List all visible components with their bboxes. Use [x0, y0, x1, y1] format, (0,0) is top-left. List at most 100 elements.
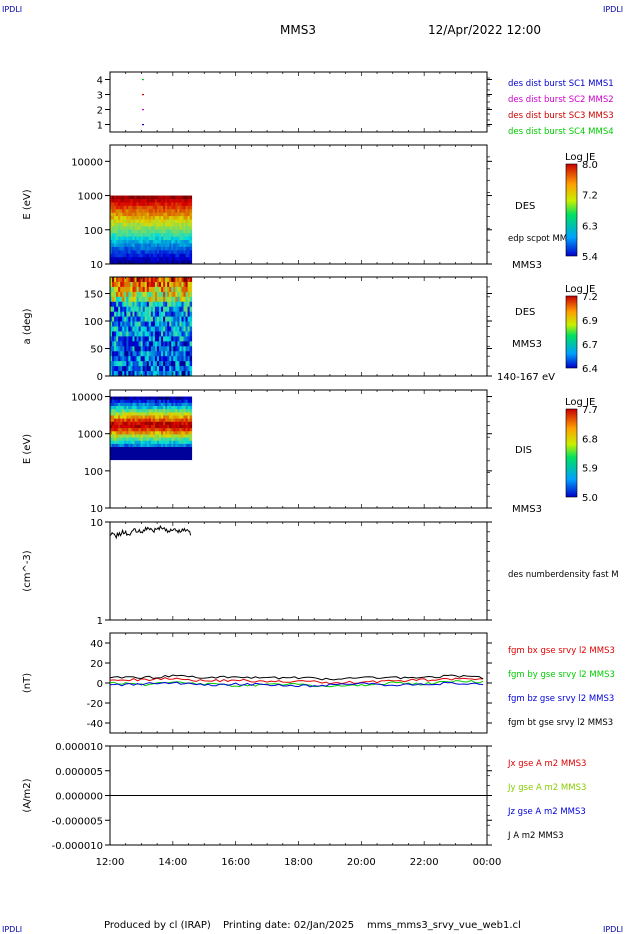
heatmap-cell [126, 212, 129, 217]
heatmap-cell [161, 253, 164, 258]
heatmap-cell [142, 277, 146, 283]
heatmap-cell [114, 229, 117, 234]
heatmap-cell [128, 366, 131, 372]
heatmap-cell [163, 219, 166, 224]
heatmap-cell [142, 296, 146, 303]
heatmap-cell [185, 418, 188, 423]
heatmap-cell [122, 412, 125, 416]
heatmap-cell [167, 421, 170, 426]
heatmap-cell [189, 219, 193, 224]
heatmap-cell [183, 346, 186, 352]
heatmap-cell [187, 412, 191, 416]
heatmap-cell [110, 212, 113, 217]
heatmap-cell [144, 296, 148, 303]
heatmap-cell [114, 428, 117, 432]
y-tick-label: 0.000005 [55, 767, 103, 778]
heatmap-cell [124, 195, 127, 200]
heatmap-cell [152, 222, 156, 227]
heatmap-cell [140, 428, 144, 432]
heatmap-cell [183, 216, 186, 220]
heatmap-cell [148, 351, 152, 357]
heatmap-cell [136, 296, 139, 303]
heatmap-cell [177, 316, 180, 322]
heatmap-cell [152, 415, 156, 420]
heatmap-cell [120, 219, 123, 224]
heatmap-cell [140, 219, 144, 224]
heatmap-cell [126, 209, 129, 214]
heatmap-cell [134, 212, 137, 217]
heatmap-cell [183, 351, 186, 357]
heatmap-cell [150, 286, 154, 293]
heatmap-cell [118, 226, 121, 231]
heatmap-cell [161, 331, 164, 337]
heatmap-cell [112, 412, 115, 416]
heatmap-cell [169, 402, 172, 407]
heatmap-cell [156, 260, 160, 265]
heatmap-cell [120, 409, 123, 413]
heatmap-cell [124, 277, 127, 283]
datetime-title: 12/Apr/2022 12:00 [428, 23, 541, 37]
heatmap-cell [146, 402, 150, 407]
heatmap-cell [120, 434, 123, 438]
heatmap-cell [159, 209, 162, 214]
heatmap-cell [144, 399, 148, 404]
heatmap-cell [173, 291, 176, 298]
colorbar-tick-label: 5.9 [582, 464, 598, 475]
heatmap-cell [134, 253, 137, 258]
heatmap-cell [124, 250, 127, 255]
heatmap-cell [134, 222, 137, 227]
heatmap-cell [112, 212, 115, 217]
heatmap-cell [112, 205, 115, 210]
heatmap-cell [175, 356, 178, 362]
heatmap-cell [156, 229, 160, 234]
heatmap-cell [173, 336, 176, 342]
heatmap-cell [112, 291, 115, 298]
heatmap-cell [134, 240, 137, 244]
y-tick-label: 40 [90, 639, 103, 650]
heatmap-cell [159, 443, 162, 448]
heatmap-cell [140, 301, 144, 308]
heatmap-cell [154, 260, 158, 265]
heatmap-cell [150, 351, 154, 357]
heatmap-cell [177, 257, 180, 261]
heatmap-cell [134, 341, 137, 347]
heatmap-cell [116, 306, 119, 313]
heatmap-cell [163, 301, 166, 308]
heatmap-cell [179, 226, 182, 231]
heatmap-cell [128, 456, 131, 461]
heatmap-cell [128, 371, 131, 377]
heatmap-cell [124, 431, 127, 435]
heatmap-cell [150, 316, 154, 322]
heatmap-cell [159, 316, 162, 322]
heatmap-cell [132, 311, 135, 317]
heatmap-cell [150, 240, 154, 244]
heatmap-cell [171, 450, 174, 454]
heatmap-cell [163, 346, 166, 352]
heatmap-cell [134, 316, 137, 322]
heatmap-cell [179, 222, 182, 227]
heatmap-cell [132, 291, 135, 298]
heatmap-cell [171, 399, 174, 404]
y-tick-label: 20 [90, 659, 103, 670]
heatmap-cell [148, 341, 152, 347]
heatmap-cell [116, 226, 119, 231]
heatmap-cell [179, 341, 182, 347]
heatmap-cell [110, 233, 113, 238]
heatmap-cell [187, 226, 191, 231]
heatmap-cell [161, 236, 164, 241]
heatmap-cell [144, 447, 148, 451]
heatmap-cell [156, 253, 160, 258]
heatmap-cell [128, 257, 131, 261]
heatmap-cell [175, 240, 178, 244]
heatmap-cell [187, 361, 191, 367]
heatmap-cell [150, 346, 154, 352]
heatmap-cell [171, 453, 174, 457]
heatmap-cell [183, 253, 186, 258]
heatmap-cell [134, 202, 137, 207]
heatmap-cell [177, 209, 180, 214]
heatmap-cell [165, 291, 168, 298]
heatmap-cell [167, 253, 170, 258]
heatmap-cell [189, 453, 193, 457]
heatmap-cell [159, 406, 162, 410]
